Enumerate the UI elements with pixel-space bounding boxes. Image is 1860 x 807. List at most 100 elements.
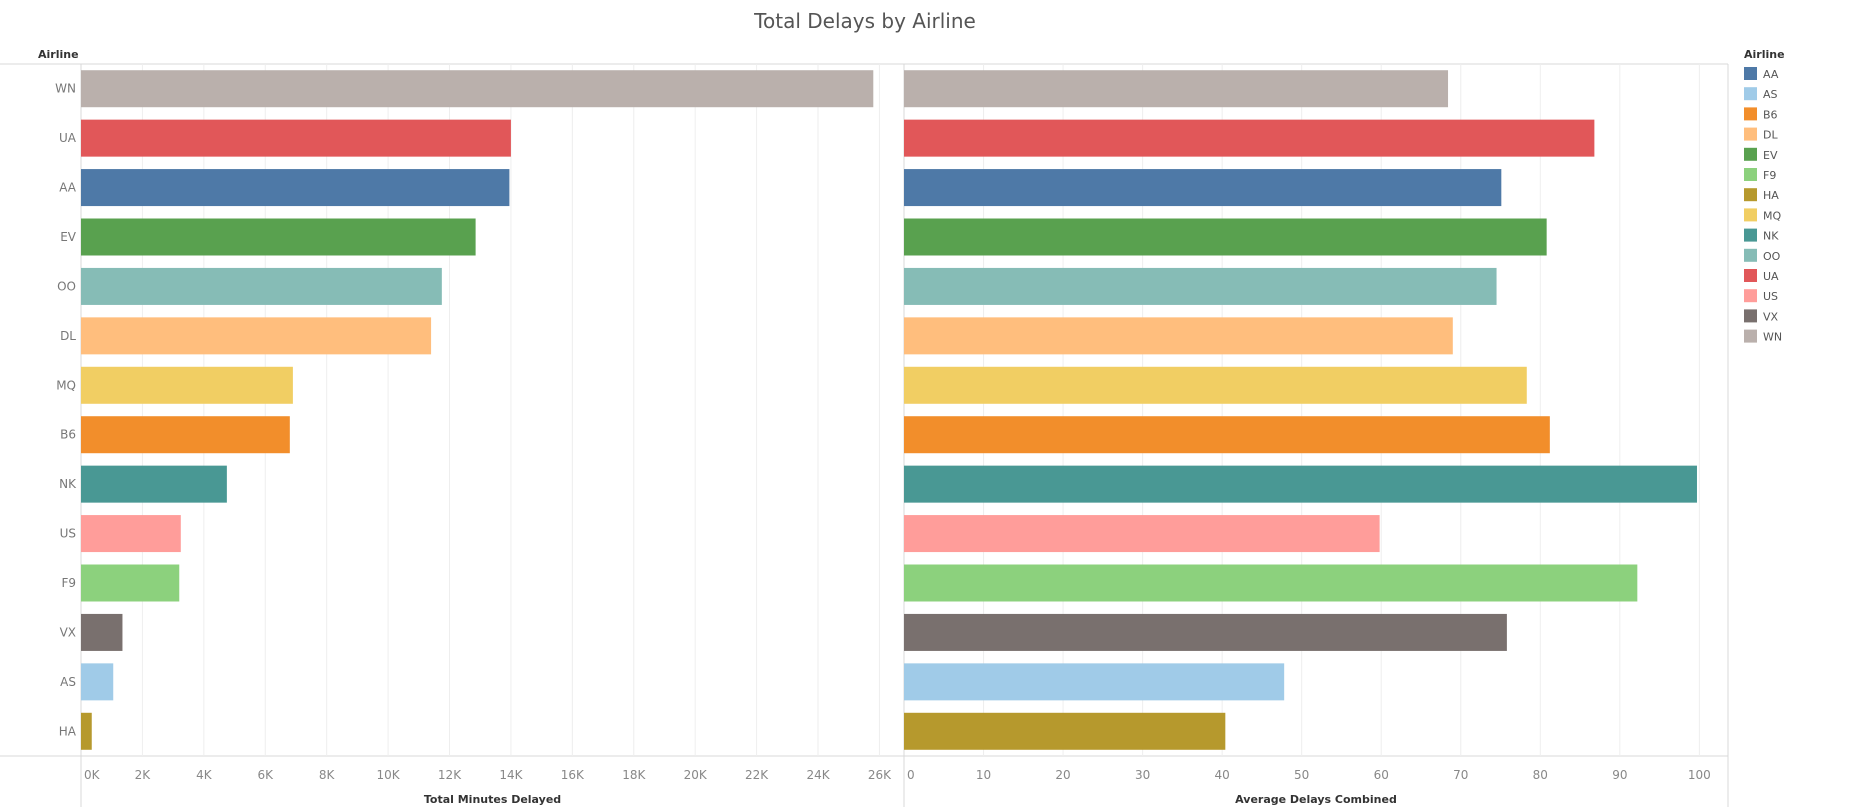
tick-label-average-delays-combined-1: 10 xyxy=(976,768,991,782)
legend-label-nk: NK xyxy=(1763,230,1779,243)
legend-swatch-wn xyxy=(1744,329,1757,343)
tick-label-total-minutes-delayed-5: 10K xyxy=(377,768,401,782)
tick-label-total-minutes-delayed-9: 18K xyxy=(622,768,646,782)
bar-average-delays-combined-vx xyxy=(904,613,1507,651)
bar-average-delays-combined-mq xyxy=(904,366,1527,404)
tick-label-total-minutes-delayed-11: 22K xyxy=(745,768,769,782)
category-label-ua: UA xyxy=(59,131,77,145)
row-header-airline: Airline xyxy=(38,48,79,61)
bar-average-delays-combined-dl xyxy=(904,317,1453,355)
category-labels: WN UA AA EV OO DL MQ B6 NK US F9 VX AS HA xyxy=(55,82,77,739)
legend-label-oo: OO xyxy=(1763,250,1781,263)
bar-average-delays-combined-b6 xyxy=(904,416,1550,454)
category-label-vx: VX xyxy=(60,625,76,639)
legend-label-wn: WN xyxy=(1763,331,1782,344)
axis-title-total-minutes-delayed: Total Minutes Delayed xyxy=(424,793,561,806)
tick-label-total-minutes-delayed-0: 0K xyxy=(84,768,101,782)
legend-label-vx: VX xyxy=(1763,310,1779,323)
category-label-ev: EV xyxy=(60,230,77,244)
legend: AA AS B6 DL EV F9 HA MQ NK OO UA US VX WN xyxy=(1744,67,1782,344)
bar-total-minutes-delayed-f9 xyxy=(81,564,180,602)
bar-average-delays-combined-wn xyxy=(904,70,1449,108)
bar-total-minutes-delayed-oo xyxy=(81,267,442,305)
bar-average-delays-combined-nk xyxy=(904,465,1697,503)
bar-total-minutes-delayed-us xyxy=(81,515,181,553)
legend-label-ua: UA xyxy=(1763,270,1779,283)
legend-swatch-us xyxy=(1744,289,1757,303)
bar-total-minutes-delayed-ha xyxy=(81,712,92,750)
legend-label-as: AS xyxy=(1763,88,1778,101)
tick-label-total-minutes-delayed-10: 20K xyxy=(684,768,708,782)
legend-label-b6: B6 xyxy=(1763,108,1778,121)
bar-total-minutes-delayed-vx xyxy=(81,613,123,651)
legend-label-mq: MQ xyxy=(1763,209,1781,222)
legend-label-dl: DL xyxy=(1763,129,1778,142)
legend-label-ev: EV xyxy=(1763,149,1778,162)
legend-swatch-as xyxy=(1744,87,1757,101)
bar-total-minutes-delayed-dl xyxy=(81,317,432,355)
tick-label-average-delays-combined-6: 60 xyxy=(1374,768,1389,782)
legend-label-us: US xyxy=(1763,290,1778,303)
legend-label-aa: AA xyxy=(1763,68,1779,81)
bar-average-delays-combined-aa xyxy=(904,169,1502,207)
bar-total-minutes-delayed-as xyxy=(81,663,114,701)
bar-total-minutes-delayed-b6 xyxy=(81,416,290,454)
bar-total-minutes-delayed-ev xyxy=(81,218,476,256)
bar-average-delays-combined-f9 xyxy=(904,564,1638,602)
legend-swatch-nk xyxy=(1744,228,1757,242)
tick-label-total-minutes-delayed-3: 6K xyxy=(257,768,274,782)
tick-label-total-minutes-delayed-8: 16K xyxy=(561,768,585,782)
bar-total-minutes-delayed-aa xyxy=(81,169,510,207)
category-label-ha: HA xyxy=(59,724,77,738)
legend-swatch-ua xyxy=(1744,269,1757,282)
bar-average-delays-combined-ev xyxy=(904,218,1547,256)
category-label-aa: AA xyxy=(59,181,77,195)
category-label-oo: OO xyxy=(57,279,76,293)
tick-label-total-minutes-delayed-4: 8K xyxy=(319,768,336,782)
legend-label-f9: F9 xyxy=(1763,169,1776,182)
bar-total-minutes-delayed-wn xyxy=(81,70,874,108)
bar-total-minutes-delayed-nk xyxy=(81,465,227,503)
tick-label-total-minutes-delayed-12: 24K xyxy=(806,768,830,782)
tick-label-average-delays-combined-10: 100 xyxy=(1688,768,1711,782)
legend-swatch-ha xyxy=(1744,188,1757,202)
chart-title: Total Delays by Airline xyxy=(753,9,976,33)
bar-average-delays-combined-us xyxy=(904,515,1380,553)
bars xyxy=(81,70,1697,750)
legend-swatch-dl xyxy=(1744,127,1757,141)
tick-label-average-delays-combined-2: 20 xyxy=(1055,768,1070,782)
tick-label-total-minutes-delayed-2: 4K xyxy=(196,768,213,782)
legend-title: Airline xyxy=(1744,48,1785,61)
bar-average-delays-combined-as xyxy=(904,663,1285,701)
tick-label-average-delays-combined-4: 40 xyxy=(1215,768,1230,782)
bar-total-minutes-delayed-ua xyxy=(81,119,511,157)
tick-label-average-delays-combined-7: 70 xyxy=(1453,768,1468,782)
category-label-f9: F9 xyxy=(61,576,76,590)
tick-label-average-delays-combined-9: 90 xyxy=(1612,768,1627,782)
category-label-dl: DL xyxy=(60,329,76,343)
tick-label-total-minutes-delayed-7: 14K xyxy=(499,768,523,782)
tick-label-average-delays-combined-3: 30 xyxy=(1135,768,1150,782)
axis-title-average-delays-combined: Average Delays Combined xyxy=(1235,793,1397,806)
category-label-mq: MQ xyxy=(56,378,76,392)
legend-swatch-ev xyxy=(1744,147,1757,161)
bar-total-minutes-delayed-mq xyxy=(81,366,293,404)
category-label-b6: B6 xyxy=(60,428,76,442)
legend-label-ha: HA xyxy=(1763,189,1779,202)
tick-label-total-minutes-delayed-1: 2K xyxy=(135,768,152,782)
tick-label-total-minutes-delayed-13: 26K xyxy=(868,768,892,782)
legend-swatch-oo xyxy=(1744,248,1757,262)
tick-label-average-delays-combined-5: 50 xyxy=(1294,768,1309,782)
legend-swatch-aa xyxy=(1744,67,1757,80)
tick-label-average-delays-combined-0: 0 xyxy=(907,768,915,782)
bar-average-delays-combined-ua xyxy=(904,119,1595,157)
category-label-wn: WN xyxy=(55,82,76,96)
gridlines xyxy=(141,64,1700,756)
bar-average-delays-combined-oo xyxy=(904,267,1497,305)
tick-label-total-minutes-delayed-6: 12K xyxy=(438,768,462,782)
legend-swatch-b6 xyxy=(1744,107,1757,121)
axis-titles: Total Minutes Delayed Average Delays Comb… xyxy=(424,793,1397,806)
tick-label-average-delays-combined-8: 80 xyxy=(1533,768,1548,782)
bar-average-delays-combined-ha xyxy=(904,712,1226,750)
